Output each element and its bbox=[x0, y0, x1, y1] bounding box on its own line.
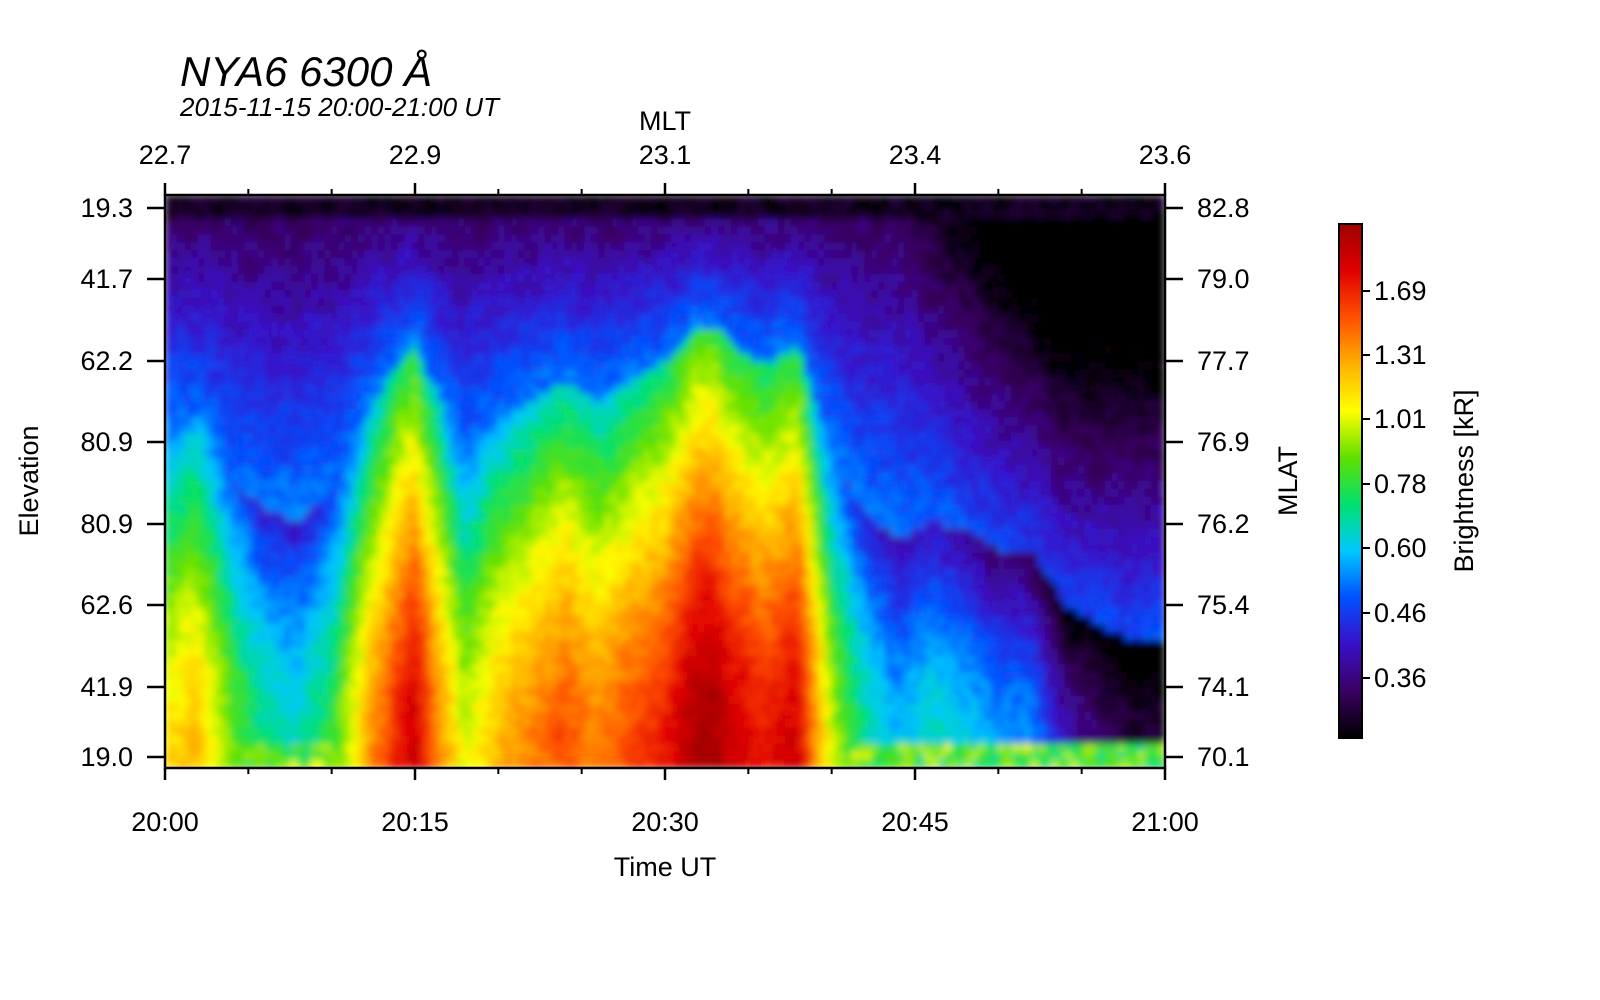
tick-label: 62.2 bbox=[80, 346, 133, 376]
tick-label: 41.7 bbox=[80, 264, 133, 294]
tick-label: 20:30 bbox=[631, 807, 699, 837]
tick-label: 22.9 bbox=[389, 140, 442, 170]
colorbar-tick-label: 1.69 bbox=[1374, 276, 1427, 306]
tick-label: 62.6 bbox=[80, 590, 133, 620]
tick-label: 20:00 bbox=[131, 807, 199, 837]
colorbar-tick-label: 0.60 bbox=[1374, 533, 1427, 563]
right-axis-ticks: 82.8 79.0 77.7 76.9 76.2 75.4 74.1 70.1 bbox=[1165, 193, 1250, 772]
tick-label: 21:00 bbox=[1131, 807, 1199, 837]
chart-title: NYA6 6300 Å bbox=[180, 48, 432, 95]
colorbar-tick-label: 1.31 bbox=[1374, 340, 1427, 370]
colorbar bbox=[1338, 223, 1363, 739]
tick-label: 23.4 bbox=[889, 140, 942, 170]
colorbar-tick-label: 0.36 bbox=[1374, 663, 1427, 693]
colorbar-label: Brightness [kR] bbox=[1449, 389, 1479, 572]
tick-label: 80.9 bbox=[80, 509, 133, 539]
tick-label: 79.0 bbox=[1197, 264, 1250, 294]
tick-label: 75.4 bbox=[1197, 590, 1250, 620]
tick-label: 74.1 bbox=[1197, 672, 1250, 702]
colorbar-ticks: 0.36 0.46 0.60 0.78 1.01 1.31 1.69 bbox=[1362, 276, 1427, 693]
colorbar-tick-label: 0.46 bbox=[1374, 598, 1427, 628]
tick-label: 23.1 bbox=[639, 140, 692, 170]
heatmap-image bbox=[165, 195, 1165, 768]
top-axis-ticks: 22.7 22.9 23.1 23.4 23.6 bbox=[139, 140, 1192, 195]
bottom-axis-label: Time UT bbox=[614, 852, 717, 882]
tick-label: 22.7 bbox=[139, 140, 192, 170]
tick-label: 41.9 bbox=[80, 672, 133, 702]
tick-label: 76.9 bbox=[1197, 427, 1250, 457]
tick-label: 77.7 bbox=[1197, 346, 1250, 376]
tick-label: 20:15 bbox=[381, 807, 449, 837]
top-axis-label: MLT bbox=[639, 106, 691, 136]
chart-subtitle: 2015-11-15 20:00-21:00 UT bbox=[179, 92, 501, 122]
bottom-axis-ticks: 20:00 20:15 20:30 20:45 21:00 bbox=[131, 768, 1199, 837]
tick-label: 82.8 bbox=[1197, 193, 1250, 223]
tick-label: 80.9 bbox=[80, 427, 133, 457]
right-axis-label: MLAT bbox=[1273, 446, 1303, 516]
tick-label: 20:45 bbox=[881, 807, 949, 837]
tick-label: 19.0 bbox=[80, 742, 133, 772]
tick-label: 70.1 bbox=[1197, 742, 1250, 772]
tick-label: 76.2 bbox=[1197, 509, 1250, 539]
colorbar-tick-label: 0.78 bbox=[1374, 469, 1427, 499]
colorbar-tick-label: 1.01 bbox=[1374, 404, 1427, 434]
left-axis-label: Elevation bbox=[14, 425, 44, 536]
tick-label: 19.3 bbox=[80, 193, 133, 223]
tick-label: 23.6 bbox=[1139, 140, 1192, 170]
left-axis-ticks: 19.3 41.7 62.2 80.9 80.9 62.6 41.9 19.0 bbox=[80, 193, 165, 772]
